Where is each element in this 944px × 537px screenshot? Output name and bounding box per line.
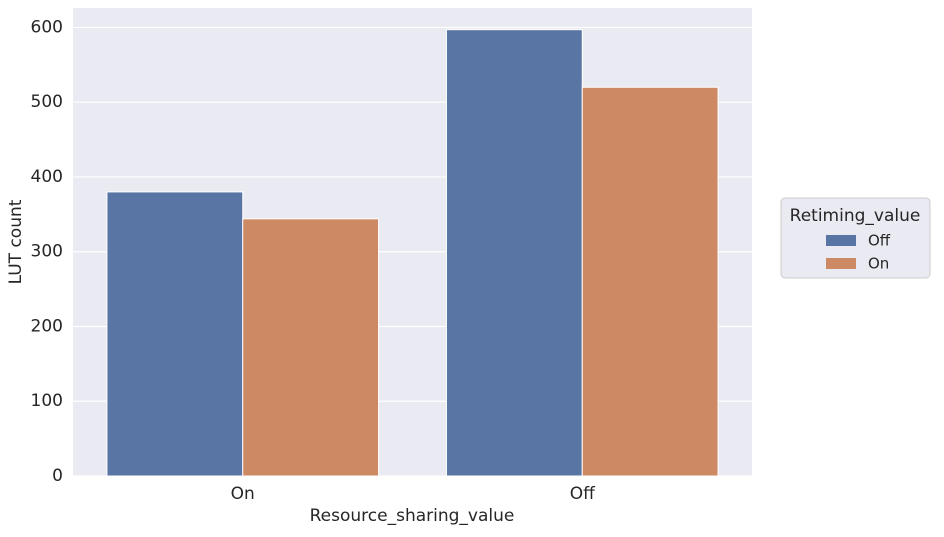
y-tick-label: 400 <box>31 167 63 187</box>
y-tick-label: 200 <box>31 316 63 336</box>
legend-label: On <box>868 255 889 273</box>
y-tick-label: 500 <box>31 92 63 112</box>
x-axis-label: Resource_sharing_value <box>310 506 515 526</box>
legend-label: Off <box>868 232 891 250</box>
y-tick-label: 0 <box>52 466 63 486</box>
y-axis-label: LUT count <box>6 199 26 284</box>
legend-swatch <box>826 258 856 269</box>
y-tick-label: 300 <box>31 242 63 262</box>
x-tick-label: Off <box>570 484 596 504</box>
legend-title: Retiming_value <box>790 206 921 226</box>
legend-swatch <box>826 235 856 246</box>
y-tick-label: 600 <box>31 17 63 37</box>
bar <box>106 191 244 477</box>
bar <box>242 218 380 477</box>
bar <box>581 86 719 477</box>
x-tick-label: On <box>231 484 255 504</box>
y-tick-label: 100 <box>31 391 63 411</box>
bar <box>445 29 583 477</box>
